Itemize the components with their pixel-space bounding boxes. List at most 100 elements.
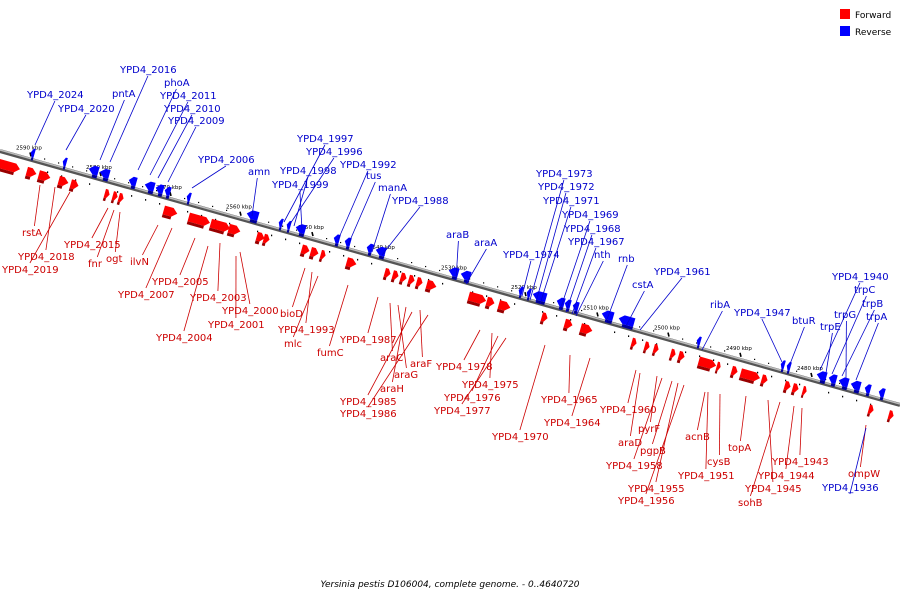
gene-label[interactable]: YPD4_1951 xyxy=(677,471,735,482)
gene-label[interactable]: manA xyxy=(378,183,407,194)
gene-label[interactable]: fumC xyxy=(317,348,344,359)
gene-label[interactable]: YPD4_1992 xyxy=(339,160,397,171)
reverse-gene-arrow[interactable] xyxy=(277,218,284,231)
gene-label[interactable]: amn xyxy=(248,167,270,178)
gene-label[interactable]: YPD4_2003 xyxy=(189,293,247,304)
reverse-gene-arrow[interactable] xyxy=(815,370,828,385)
gene-label[interactable]: YPD4_1993 xyxy=(277,325,335,336)
forward-gene-arrow[interactable] xyxy=(110,191,119,204)
reverse-gene-arrow[interactable] xyxy=(779,360,786,373)
forward-gene-arrow[interactable] xyxy=(642,341,651,354)
gene-label[interactable]: YPD4_1943 xyxy=(771,457,829,468)
gene-label[interactable]: araB xyxy=(446,230,469,241)
gene-label[interactable]: phoA xyxy=(164,78,190,89)
gene-label[interactable]: YPD4_1967 xyxy=(567,237,625,248)
forward-gene-arrow[interactable] xyxy=(496,300,512,315)
forward-gene-arrow[interactable] xyxy=(68,179,80,193)
reverse-gene-arrow[interactable] xyxy=(61,157,68,170)
gene-label[interactable]: YPD4_1998 xyxy=(279,166,337,177)
gene-label[interactable]: YPD4_1977 xyxy=(433,406,491,417)
gene-label[interactable]: YPD4_1940 xyxy=(831,272,889,283)
forward-gene-arrow[interactable] xyxy=(539,312,549,325)
forward-gene-arrow[interactable] xyxy=(466,291,488,308)
reverse-gene-arrow[interactable] xyxy=(849,379,862,394)
reverse-gene-arrow[interactable] xyxy=(517,286,524,299)
gene-label[interactable]: YPD4_1974 xyxy=(502,250,560,261)
forward-gene-arrow[interactable] xyxy=(484,296,496,311)
gene-label[interactable]: YPD4_2004 xyxy=(155,333,213,344)
gene-label[interactable]: btuR xyxy=(792,316,816,327)
forward-gene-arrow[interactable] xyxy=(866,404,875,418)
gene-label[interactable]: YPD4_1978 xyxy=(435,362,493,373)
forward-gene-arrow[interactable] xyxy=(261,233,271,247)
gene-label[interactable]: araG xyxy=(394,370,418,381)
forward-gene-arrow[interactable] xyxy=(398,272,408,285)
gene-label[interactable]: araF xyxy=(410,359,432,370)
reverse-gene-arrow[interactable] xyxy=(245,209,260,224)
gene-label[interactable]: rnb xyxy=(618,254,635,265)
forward-gene-arrow[interactable] xyxy=(56,175,70,190)
gene-label[interactable]: rstA xyxy=(22,228,42,239)
reverse-gene-arrow[interactable] xyxy=(185,192,192,205)
gene-label[interactable]: YPD4_1973 xyxy=(535,169,593,180)
reverse-gene-arrow[interactable] xyxy=(127,176,138,190)
gene-label[interactable]: araD xyxy=(618,438,642,449)
gene-label[interactable]: YPD4_2020 xyxy=(57,104,115,115)
gene-label[interactable]: YPD4_1947 xyxy=(733,308,791,319)
gene-label[interactable]: nth xyxy=(594,250,611,261)
forward-gene-arrow[interactable] xyxy=(186,212,211,231)
gene-label[interactable]: trpG xyxy=(834,310,856,321)
reverse-gene-arrow[interactable] xyxy=(163,186,172,200)
gene-label[interactable]: YPD4_2000 xyxy=(221,306,279,317)
gene-label[interactable]: YPD4_1997 xyxy=(296,134,354,145)
gene-label[interactable]: trpE xyxy=(820,322,841,333)
gene-label[interactable]: ribA xyxy=(710,300,730,311)
gene-label[interactable]: YPD4_2011 xyxy=(159,91,217,102)
forward-gene-arrow[interactable] xyxy=(668,348,677,362)
gene-label[interactable]: cstA xyxy=(632,280,654,291)
reverse-gene-arrow[interactable] xyxy=(365,243,374,257)
forward-gene-arrow[interactable] xyxy=(390,270,400,283)
gene-label[interactable]: YPD4_1955 xyxy=(627,484,685,495)
forward-gene-arrow[interactable] xyxy=(414,276,424,290)
forward-gene-arrow[interactable] xyxy=(102,188,111,202)
reverse-gene-arrow[interactable] xyxy=(785,361,792,375)
reverse-gene-arrow[interactable] xyxy=(837,376,850,391)
forward-gene-arrow[interactable] xyxy=(116,192,125,206)
gene-label[interactable]: YPD4_1960 xyxy=(599,405,657,416)
reverse-gene-arrow[interactable] xyxy=(143,180,156,195)
reverse-gene-arrow[interactable] xyxy=(87,164,100,179)
forward-gene-arrow[interactable] xyxy=(0,159,21,177)
gene-label[interactable]: YPD4_1936 xyxy=(821,483,879,494)
forward-gene-arrow[interactable] xyxy=(676,350,686,364)
reverse-gene-arrow[interactable] xyxy=(154,183,165,198)
gene-label[interactable]: YPD4_2015 xyxy=(63,240,121,251)
gene-label[interactable]: YPD4_1958 xyxy=(605,461,663,472)
gene-label[interactable]: fnr xyxy=(88,259,103,270)
gene-label[interactable]: YPD4_1987 xyxy=(339,335,397,346)
gene-label[interactable]: topA xyxy=(728,443,751,454)
gene-label[interactable]: tus xyxy=(366,171,381,182)
forward-gene-arrow[interactable] xyxy=(738,368,762,385)
gene-label[interactable]: YPD4_1970 xyxy=(491,432,549,443)
gene-label[interactable]: acnB xyxy=(685,432,710,443)
gene-label[interactable]: YPD4_2010 xyxy=(163,104,221,115)
gene-label[interactable]: YPD4_2006 xyxy=(197,155,255,166)
gene-label[interactable]: ompW xyxy=(848,469,880,480)
gene-label[interactable]: YPD4_2019 xyxy=(1,265,59,276)
gene-label[interactable]: YPD4_1986 xyxy=(339,409,397,420)
forward-gene-arrow[interactable] xyxy=(254,231,266,246)
reverse-gene-arrow[interactable] xyxy=(525,288,532,301)
forward-gene-arrow[interactable] xyxy=(696,356,718,373)
forward-gene-arrow[interactable] xyxy=(729,365,739,379)
forward-gene-arrow[interactable] xyxy=(299,244,311,259)
gene-label[interactable]: mlc xyxy=(284,339,302,350)
forward-gene-arrow[interactable] xyxy=(424,279,438,294)
forward-gene-arrow[interactable] xyxy=(714,361,722,375)
reverse-gene-arrow[interactable] xyxy=(98,168,111,182)
forward-gene-arrow[interactable] xyxy=(800,385,808,399)
gene-label[interactable]: pgpB xyxy=(640,446,666,457)
reverse-gene-arrow[interactable] xyxy=(863,383,872,397)
gene-label[interactable]: YPD4_1972 xyxy=(537,182,595,193)
gene-label[interactable]: YPD4_2007 xyxy=(117,290,175,301)
